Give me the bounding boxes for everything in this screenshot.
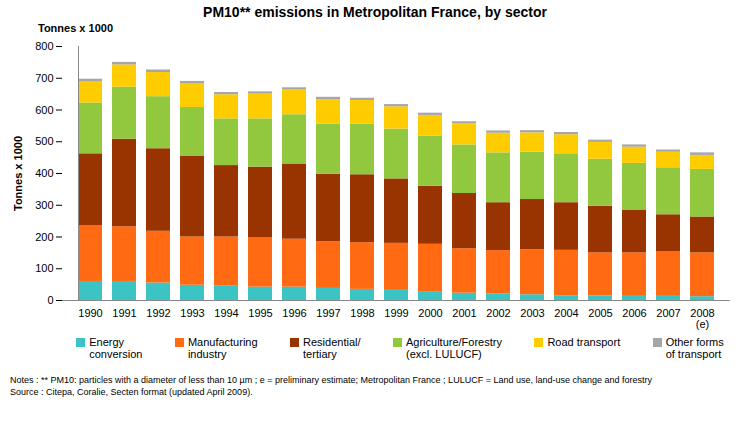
svg-text:1993: 1993 (180, 307, 204, 319)
svg-text:1997: 1997 (316, 307, 340, 319)
html-text:Tonnes x 1000: Tonnes x 1000 (38, 22, 113, 34)
svg-text:Tonnes x 1000: Tonnes x 1000 (12, 136, 24, 211)
svg-text:2004: 2004 (554, 307, 578, 319)
svg-text:2005: 2005 (588, 307, 612, 319)
html-text:Other forms of transport: Other forms of transport (665, 336, 724, 360)
svg-text:100: 100 (35, 262, 53, 274)
svg-text:600: 600 (35, 104, 53, 116)
svg-text:1996: 1996 (282, 307, 306, 319)
html-text:Residential/ tertiary: Residential/ tertiary (303, 336, 361, 360)
svg-text:1995: 1995 (248, 307, 272, 319)
svg-text:0: 0 (47, 294, 53, 306)
svg-text:2006: 2006 (622, 307, 646, 319)
svg-text:200: 200 (35, 231, 53, 243)
svg-text:700: 700 (35, 72, 53, 84)
svg-text:1999: 1999 (384, 307, 408, 319)
html-text:Manufacturing industry: Manufacturing industry (187, 336, 258, 360)
svg-text:800: 800 (35, 40, 53, 52)
svg-text:2000: 2000 (418, 307, 442, 319)
svg-text:1994: 1994 (214, 307, 238, 319)
html-text:PM10** emissions in Metropolit: PM10** emissions in Metropolitan France,… (203, 4, 547, 20)
html-text:Agriculture/Forestry (excl. LU: Agriculture/Forestry (excl. LULUCF) (406, 336, 502, 360)
html-text:Notes : ** PM10: particles wit: Notes : ** PM10: particles with a diamet… (10, 375, 652, 385)
svg-text:400: 400 (35, 167, 53, 179)
svg-text:1990: 1990 (78, 307, 102, 319)
html-text:Road transport: Road transport (547, 336, 621, 348)
svg-text:2003: 2003 (520, 307, 544, 319)
svg-text:1998: 1998 (350, 307, 374, 319)
svg-text:2002: 2002 (486, 307, 510, 319)
svg-text:2007: 2007 (656, 307, 680, 319)
svg-text:300: 300 (35, 199, 53, 211)
svg-text:2008(e): 2008(e) (690, 307, 714, 330)
html-text:Source : Citepa, Coralie, Sect: Source : Citepa, Coralie, Secten format … (10, 387, 253, 397)
svg-text:2001: 2001 (452, 307, 476, 319)
svg-text:500: 500 (35, 135, 53, 147)
html-text:Energy conversion: Energy conversion (89, 336, 143, 360)
svg-text:1991: 1991 (112, 307, 136, 319)
svg-text:1992: 1992 (146, 307, 170, 319)
